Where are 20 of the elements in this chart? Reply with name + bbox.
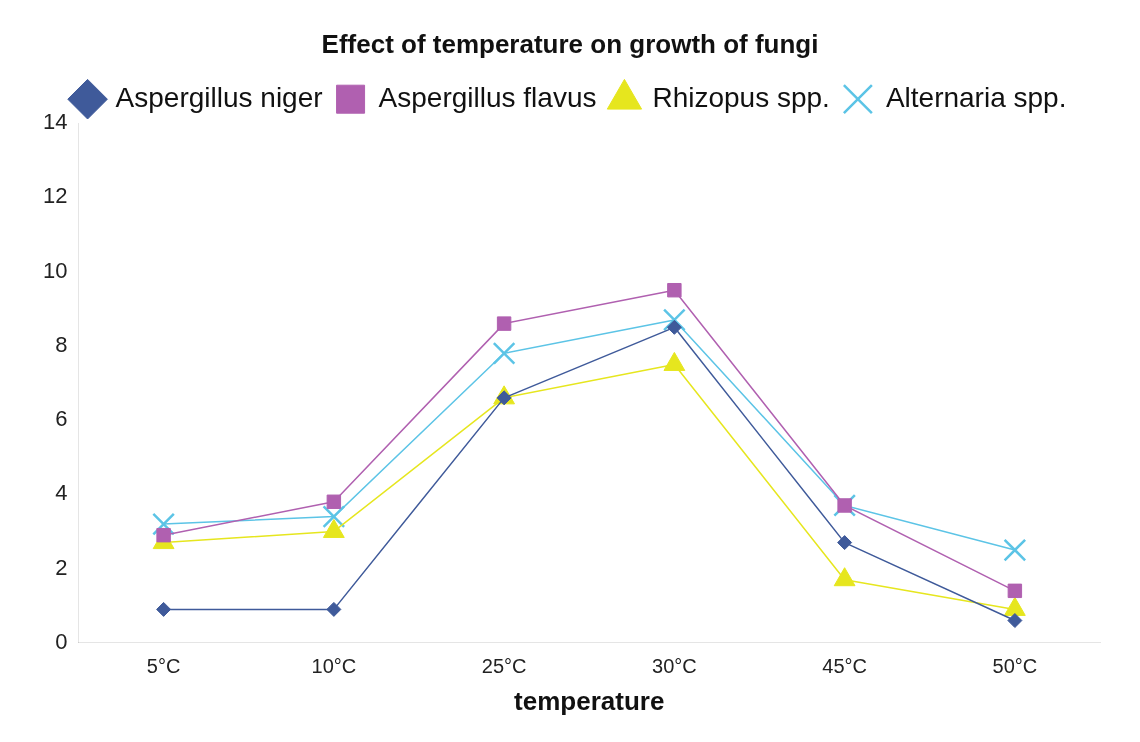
- y-tick-label: 0: [55, 628, 68, 654]
- y-tick-label: 2: [55, 554, 68, 580]
- legend-label: Rhizopus spp.: [652, 81, 830, 113]
- x-tick-label: 45°C: [822, 655, 867, 678]
- y-tick-label: 6: [55, 406, 68, 432]
- x-tick-label: 30°C: [652, 655, 697, 678]
- y-tick-label: 10: [42, 257, 68, 283]
- y-tick-label: 12: [42, 183, 68, 209]
- x-axis-title: temperature: [514, 685, 665, 716]
- x-tick-label: 10°C: [311, 655, 357, 678]
- x-tick-label: 5°C: [146, 655, 181, 678]
- chart-title: Effect of temperature on growth of fungi: [321, 28, 819, 59]
- y-tick-label: 4: [55, 480, 68, 506]
- y-tick-label: 8: [55, 331, 68, 357]
- legend-label: Aspergillus flavus: [378, 81, 597, 113]
- y-tick-label: 14: [42, 109, 68, 135]
- legend-label: Alternaria spp.: [885, 81, 1067, 113]
- x-tick-label: 50°C: [992, 655, 1038, 678]
- legend-label: Aspergillus niger: [115, 81, 323, 113]
- x-tick-label: 25°C: [481, 655, 527, 678]
